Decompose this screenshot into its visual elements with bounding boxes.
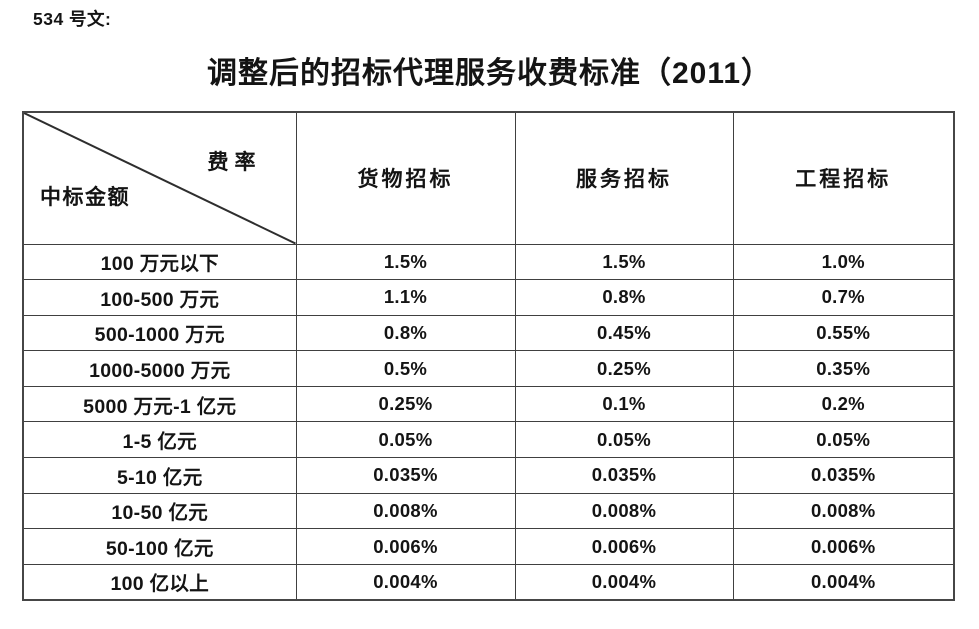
fee-value-cell: 0.004% (732, 563, 955, 601)
fee-value-cell: 0.8% (295, 314, 516, 352)
fee-value-cell: 0.05% (732, 421, 955, 459)
fee-value-cell: 0.45% (514, 314, 734, 352)
fee-value-cell: 0.004% (295, 563, 516, 601)
table-row: 5-10 亿元 0.035% 0.035% 0.035% (22, 457, 955, 494)
row-label-cell: 100 万元以下 (22, 243, 297, 281)
fee-value-cell: 0.004% (514, 563, 734, 601)
diagonal-divider-line (24, 113, 296, 244)
fee-value-cell: 0.035% (514, 457, 734, 494)
fee-value-cell: 1.5% (295, 243, 516, 281)
row-label-cell: 1000-5000 万元 (22, 350, 297, 387)
table-header-row: 费率 中标金额 货物招标 服务招标 工程招标 (22, 111, 955, 245)
fee-value-cell: 0.05% (514, 421, 734, 459)
fee-standard-table: 费率 中标金额 货物招标 服务招标 工程招标 100 万元以下 1.5% 1.5% 1… (22, 111, 955, 601)
fee-value-cell: 0.8% (514, 279, 734, 316)
fee-value-cell: 0.7% (732, 279, 955, 316)
fee-value-cell: 0.1% (514, 385, 734, 423)
fee-value-cell: 0.035% (732, 457, 955, 494)
fee-value-cell: 0.05% (295, 421, 516, 459)
row-label-cell: 100 亿以上 (22, 563, 297, 601)
fee-value-cell: 0.35% (732, 350, 955, 387)
row-label-cell: 500-1000 万元 (22, 314, 297, 352)
row-label-cell: 5-10 亿元 (22, 457, 297, 494)
fee-value-cell: 0.25% (514, 350, 734, 387)
table-row: 10-50 亿元 0.008% 0.008% 0.008% (22, 492, 955, 530)
table-row: 100-500 万元 1.1% 0.8% 0.7% (22, 279, 955, 316)
fee-value-cell: 0.5% (295, 350, 516, 387)
row-label-cell: 100-500 万元 (22, 279, 297, 316)
fee-value-cell: 0.006% (514, 528, 734, 565)
row-label-cell: 1-5 亿元 (22, 421, 297, 459)
fee-value-cell: 1.5% (514, 243, 734, 281)
fee-value-cell: 0.006% (295, 528, 516, 565)
table-row: 1-5 亿元 0.05% 0.05% 0.05% (22, 421, 955, 459)
table-row: 100 万元以下 1.5% 1.5% 1.0% (22, 243, 955, 281)
table-row: 5000 万元-1 亿元 0.25% 0.1% 0.2% (22, 385, 955, 423)
fee-value-cell: 0.2% (732, 385, 955, 423)
fee-value-cell: 0.008% (514, 492, 734, 530)
corner-label-rate: 费率 (207, 151, 262, 174)
table-row: 50-100 亿元 0.006% 0.006% 0.006% (22, 528, 955, 565)
doc-number-label: 534 号文: (33, 9, 112, 29)
column-header-engineering-bidding: 工程招标 (732, 111, 955, 245)
fee-value-cell: 0.25% (295, 385, 516, 423)
row-label-cell: 50-100 亿元 (22, 528, 297, 565)
table-body: 100 万元以下 1.5% 1.5% 1.0% 100-500 万元 1.1% 0.8% 0.… (22, 243, 955, 601)
column-header-service-bidding: 服务招标 (514, 111, 734, 245)
table-row: 100 亿以上 0.004% 0.004% 0.004% (22, 563, 955, 601)
fee-value-cell: 0.035% (295, 457, 516, 494)
row-label-cell: 10-50 亿元 (22, 492, 297, 530)
table-row: 500-1000 万元 0.8% 0.45% 0.55% (22, 314, 955, 352)
column-header-goods-bidding: 货物招标 (295, 111, 516, 245)
fee-value-cell: 0.55% (732, 314, 955, 352)
fee-value-cell: 1.1% (295, 279, 516, 316)
fee-value-cell: 0.008% (732, 492, 955, 530)
row-label-cell: 5000 万元-1 亿元 (22, 385, 297, 423)
table-row: 1000-5000 万元 0.5% 0.25% 0.35% (22, 350, 955, 387)
fee-value-cell: 0.006% (732, 528, 955, 565)
fee-value-cell: 1.0% (732, 243, 955, 281)
corner-label-bid-amount: 中标金额 (40, 186, 130, 209)
fee-value-cell: 0.008% (295, 492, 516, 530)
corner-header-cell: 费率 中标金额 (22, 111, 297, 245)
page-title: 调整后的招标代理服务收费标准（2011） (206, 57, 773, 90)
